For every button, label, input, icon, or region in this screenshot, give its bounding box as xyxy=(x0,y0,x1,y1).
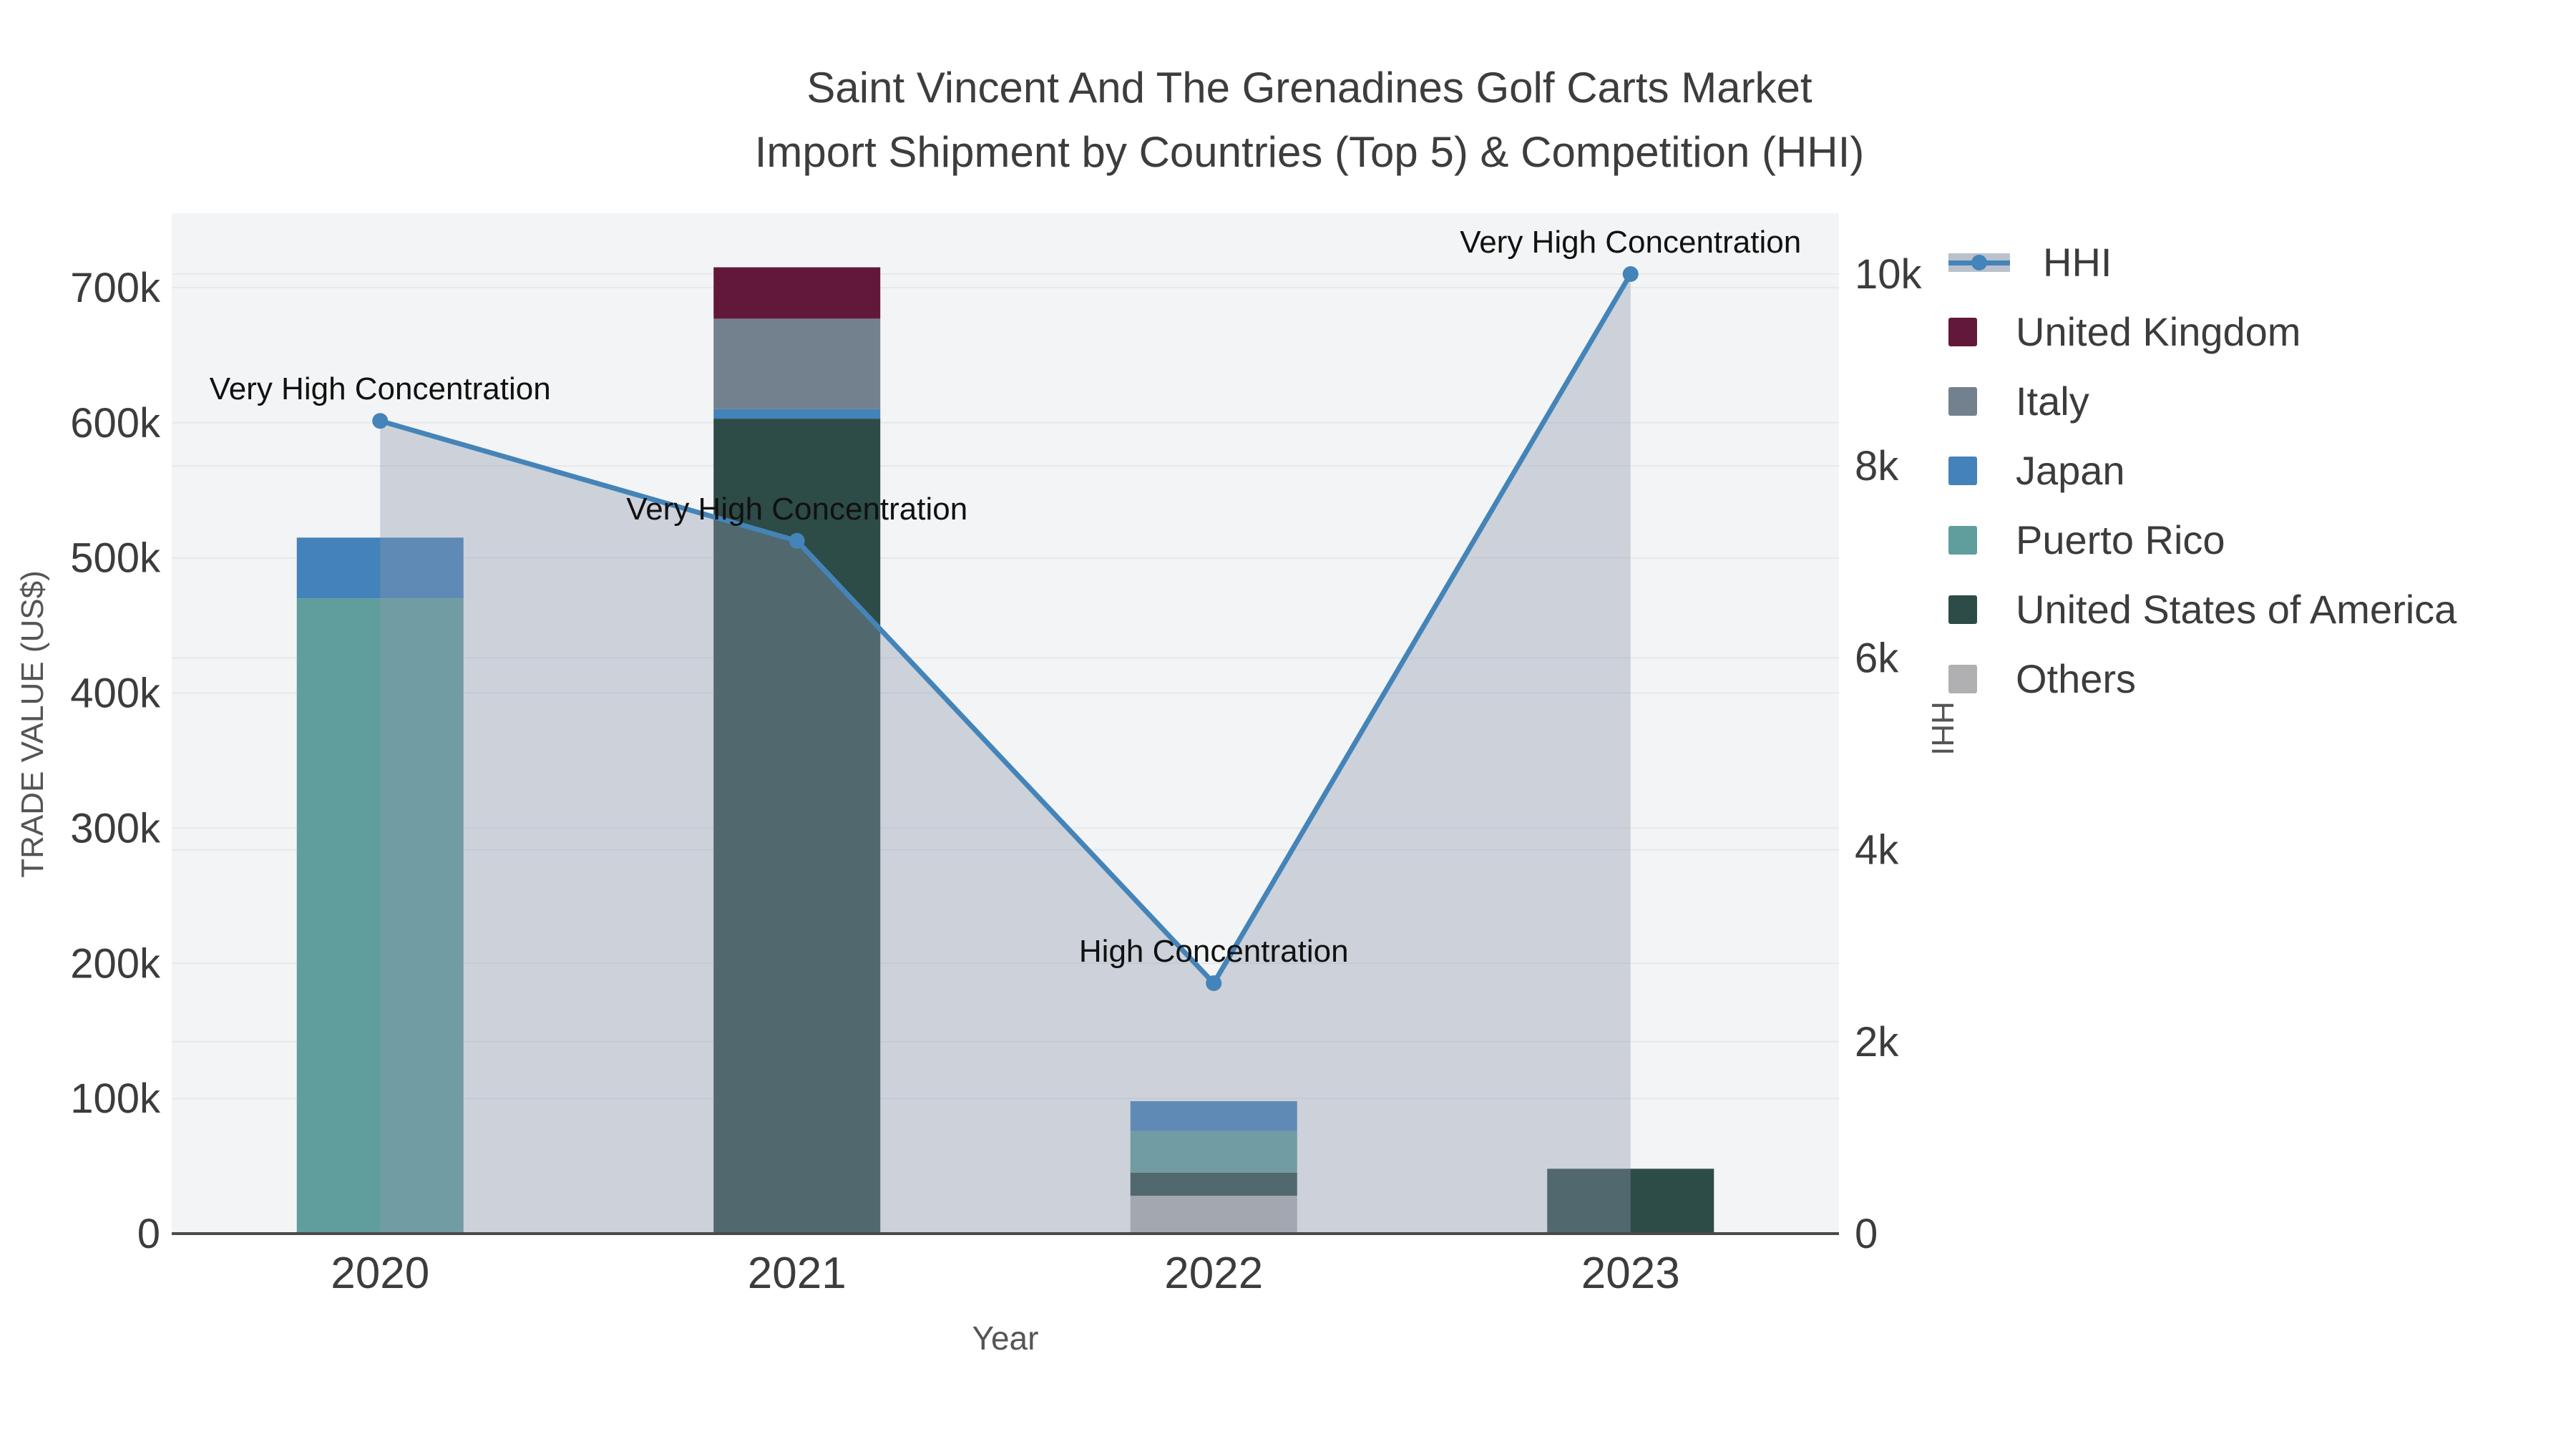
legend-swatch-japan xyxy=(1948,456,1977,485)
legend-swatch-others xyxy=(1948,664,1977,693)
y-left-tick-label: 600k xyxy=(70,400,161,447)
bar-segment-united-states-of-america-2022[interactable] xyxy=(1130,1173,1297,1196)
hhi-marker-2020[interactable] xyxy=(372,413,389,429)
y-left-tick-label: 300k xyxy=(70,805,161,852)
y-left-tick-label: 0 xyxy=(137,1211,160,1257)
chart-title: Saint Vincent And The Grenadines Golf Ca… xyxy=(43,56,2576,185)
bar-segment-united-states-of-america-2023[interactable] xyxy=(1547,1169,1714,1234)
legend-item-hhi[interactable]: HHI xyxy=(1948,228,2457,297)
bar-segment-others-2022[interactable] xyxy=(1130,1196,1297,1234)
y-right-tick-label: 10k xyxy=(1855,251,1923,298)
bar-segment-italy-2021[interactable] xyxy=(713,318,881,409)
y-left-tick-label: 100k xyxy=(70,1075,161,1122)
y-left-tick-label: 500k xyxy=(70,535,161,582)
x-axis-title: Year xyxy=(972,1319,1039,1357)
bar-segment-japan-2020[interactable] xyxy=(296,537,464,599)
legend-label-japan: Japan xyxy=(2016,448,2125,493)
legend-item-puerto-rico[interactable]: Puerto Rico xyxy=(1948,505,2457,575)
legend-swatch-italy xyxy=(1948,386,1977,416)
legend-item-united-states-of-america[interactable]: United States of America xyxy=(1948,575,2457,644)
hhi-marker-2023[interactable] xyxy=(1622,266,1639,283)
y-left-axis-title: TRADE VALUE (US$) xyxy=(15,570,50,878)
y-right-tick-label: 6k xyxy=(1855,635,1899,681)
y-right-tick-label: 2k xyxy=(1855,1019,1899,1065)
legend-item-japan[interactable]: Japan xyxy=(1948,436,2457,505)
annotation-2023: Very High Concentration xyxy=(1460,225,1801,260)
hhi-area-fill xyxy=(380,274,1631,1234)
legend-item-italy[interactable]: Italy xyxy=(1948,366,2457,436)
bar-segment-japan-2021[interactable] xyxy=(713,409,881,419)
chart-title-line1: Saint Vincent And The Grenadines Golf Ca… xyxy=(806,64,1813,112)
y-right-tick-label: 4k xyxy=(1855,827,1899,874)
bar-segment-japan-2022[interactable] xyxy=(1130,1101,1297,1131)
x-tick-label-2023: 2023 xyxy=(1581,1249,1680,1298)
hhi-marker-2022[interactable] xyxy=(1206,975,1222,992)
legend-swatch-puerto-rico xyxy=(1948,525,1977,555)
hhi-marker-2021[interactable] xyxy=(789,532,805,549)
y-right-axis-title: HHI xyxy=(1925,701,1960,756)
legend-item-united-kingdom[interactable]: United Kingdom xyxy=(1948,297,2457,366)
bar-segment-united-kingdom-2021[interactable] xyxy=(713,267,881,319)
x-tick-label-2020: 2020 xyxy=(331,1249,429,1298)
hhi-line xyxy=(379,273,1633,986)
annotation-2020: Very High Concentration xyxy=(210,371,551,406)
annotation-2022: High Concentration xyxy=(1079,934,1349,969)
legend-label-hhi: HHI xyxy=(2043,240,2112,285)
legend-label-others: Others xyxy=(2016,656,2137,701)
legend-label-united-kingdom: United Kingdom xyxy=(2016,309,2301,354)
x-tick-label-2021: 2021 xyxy=(748,1249,847,1298)
y-left-tick-label: 400k xyxy=(70,670,161,717)
legend-item-others[interactable]: Others xyxy=(1948,644,2457,713)
hhi-line-legend-icon xyxy=(1948,247,2010,278)
legend-label-italy: Italy xyxy=(2016,379,2089,424)
y-left-tick-label: 200k xyxy=(70,940,161,987)
chart-title-line2: Import Shipment by Countries (Top 5) & C… xyxy=(754,128,1865,176)
y-left-tick-label: 700k xyxy=(70,265,161,311)
bar-segment-puerto-rico-2022[interactable] xyxy=(1130,1131,1297,1174)
bar-segment-puerto-rico-2020[interactable] xyxy=(296,598,464,1234)
y-right-tick-label: 0 xyxy=(1855,1211,1878,1257)
legend-label-united-states-of-america: United States of America xyxy=(2016,587,2457,632)
bar-segment-united-states-of-america-2021[interactable] xyxy=(713,419,881,1234)
legend: HHI United Kingdom Italy Japan Puerto Rico Un… xyxy=(1948,228,2457,713)
legend-swatch-united-kingdom xyxy=(1948,317,1977,346)
y-right-tick-label: 8k xyxy=(1855,443,1899,489)
legend-label-puerto-rico: Puerto Rico xyxy=(2016,517,2225,562)
annotation-2021: Very High Concentration xyxy=(626,492,967,527)
legend-swatch-united-states-of-america xyxy=(1948,595,1977,624)
x-tick-label-2022: 2022 xyxy=(1164,1249,1263,1298)
